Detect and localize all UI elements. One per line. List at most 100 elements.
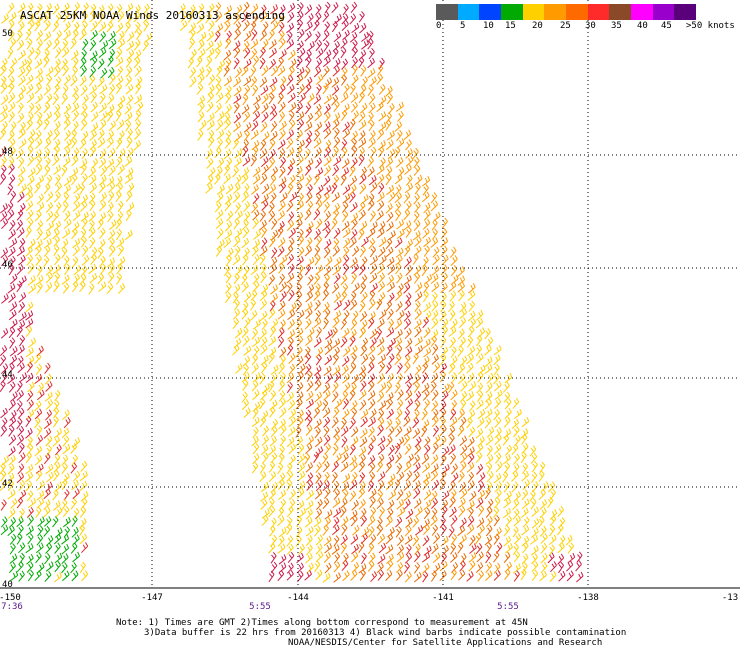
wind-barb bbox=[270, 318, 279, 330]
wind-barb bbox=[495, 461, 503, 473]
wind-barb bbox=[198, 101, 205, 114]
legend-swatch-3 bbox=[501, 4, 523, 20]
wind-barb bbox=[378, 121, 387, 133]
wind-barb bbox=[52, 264, 61, 275]
wind-barb bbox=[25, 372, 34, 383]
wind-barb bbox=[296, 272, 303, 285]
wind-barb bbox=[260, 491, 269, 502]
wind-barb bbox=[234, 174, 242, 186]
wind-barb bbox=[232, 138, 240, 150]
wind-barb bbox=[322, 407, 331, 418]
wind-barb bbox=[431, 354, 439, 365]
wind-barb bbox=[53, 572, 62, 583]
wind-barb bbox=[430, 454, 439, 465]
wind-barb bbox=[422, 563, 430, 574]
wind-barb bbox=[286, 220, 295, 231]
wind-barb bbox=[460, 444, 468, 456]
wind-barb bbox=[54, 527, 63, 538]
wind-barb bbox=[54, 182, 62, 194]
wind-barb bbox=[502, 434, 510, 446]
wind-barb bbox=[349, 184, 357, 196]
wind-barb bbox=[198, 119, 207, 131]
wind-barb bbox=[233, 112, 242, 124]
wind-barb bbox=[342, 473, 351, 484]
wind-barb bbox=[521, 562, 528, 574]
wind-barb bbox=[522, 542, 529, 554]
wind-barb bbox=[7, 209, 15, 221]
wind-barb bbox=[349, 479, 358, 491]
wind-barb bbox=[305, 424, 313, 436]
wind-barb bbox=[368, 462, 376, 474]
wind-barb bbox=[322, 572, 331, 583]
wind-barb bbox=[124, 103, 132, 115]
wind-barb bbox=[413, 272, 421, 284]
wind-barb bbox=[277, 210, 285, 221]
wind-barb bbox=[313, 407, 321, 419]
wind-barb bbox=[360, 552, 367, 565]
wind-barb bbox=[458, 363, 466, 375]
wind-barb bbox=[270, 120, 278, 133]
wind-barb bbox=[214, 2, 222, 14]
wind-barb bbox=[358, 111, 366, 123]
wind-barb bbox=[72, 201, 81, 212]
wind-barb bbox=[315, 57, 323, 69]
wind-barb bbox=[341, 481, 350, 492]
wind-barb bbox=[450, 552, 458, 563]
wind-barb bbox=[54, 552, 63, 564]
wind-barb bbox=[269, 406, 276, 418]
wind-barb bbox=[484, 344, 492, 356]
wind-barb bbox=[99, 192, 107, 203]
wind-barb bbox=[341, 559, 349, 572]
wind-barb bbox=[268, 210, 276, 223]
wind-barb bbox=[475, 532, 482, 545]
wind-barb bbox=[259, 299, 268, 311]
wind-barb bbox=[368, 130, 376, 142]
wind-barb bbox=[63, 103, 72, 115]
wind-barb bbox=[448, 281, 457, 292]
wind-barb bbox=[351, 374, 359, 385]
lon-label-138: -138 bbox=[577, 593, 599, 603]
wind-barb bbox=[376, 263, 385, 275]
wind-barb bbox=[332, 119, 340, 130]
wind-barb bbox=[18, 183, 27, 194]
wind-barb bbox=[295, 74, 304, 86]
wind-barb bbox=[43, 452, 51, 465]
wind-barb bbox=[395, 254, 403, 266]
wind-barb bbox=[106, 3, 114, 15]
wind-barb bbox=[18, 334, 26, 347]
wind-barb bbox=[234, 202, 241, 214]
wind-barb bbox=[16, 380, 23, 393]
wind-barb bbox=[305, 308, 313, 320]
wind-barb bbox=[216, 65, 223, 77]
wind-barb bbox=[304, 346, 311, 358]
wind-barb bbox=[450, 399, 457, 412]
wind-barb bbox=[277, 57, 284, 69]
wind-barb bbox=[467, 436, 475, 448]
wind-barb bbox=[26, 355, 35, 366]
wind-barb bbox=[493, 409, 500, 421]
wind-barb bbox=[315, 446, 324, 457]
wind-barb bbox=[511, 418, 520, 430]
wind-barb bbox=[396, 436, 405, 448]
wind-barb bbox=[323, 94, 332, 105]
wind-barb bbox=[376, 517, 383, 529]
legend-label-5: 25 bbox=[560, 21, 571, 31]
wind-barb bbox=[289, 192, 298, 203]
wind-barb bbox=[233, 283, 241, 295]
wind-barb bbox=[17, 112, 25, 124]
wind-barb bbox=[135, 28, 143, 40]
wind-barb bbox=[307, 274, 314, 286]
wind-barb bbox=[549, 571, 557, 583]
wind-barb bbox=[314, 245, 321, 257]
wind-barb bbox=[431, 543, 439, 555]
wind-barb bbox=[224, 193, 233, 205]
wind-barb bbox=[296, 309, 305, 321]
wind-barb bbox=[396, 489, 404, 501]
wind-barb bbox=[36, 480, 45, 491]
wind-barb bbox=[116, 101, 124, 113]
wind-barb bbox=[385, 300, 393, 312]
wind-barb bbox=[414, 326, 422, 338]
wind-barb bbox=[449, 416, 458, 428]
wind-barb bbox=[405, 155, 414, 167]
wind-barb bbox=[234, 67, 243, 78]
